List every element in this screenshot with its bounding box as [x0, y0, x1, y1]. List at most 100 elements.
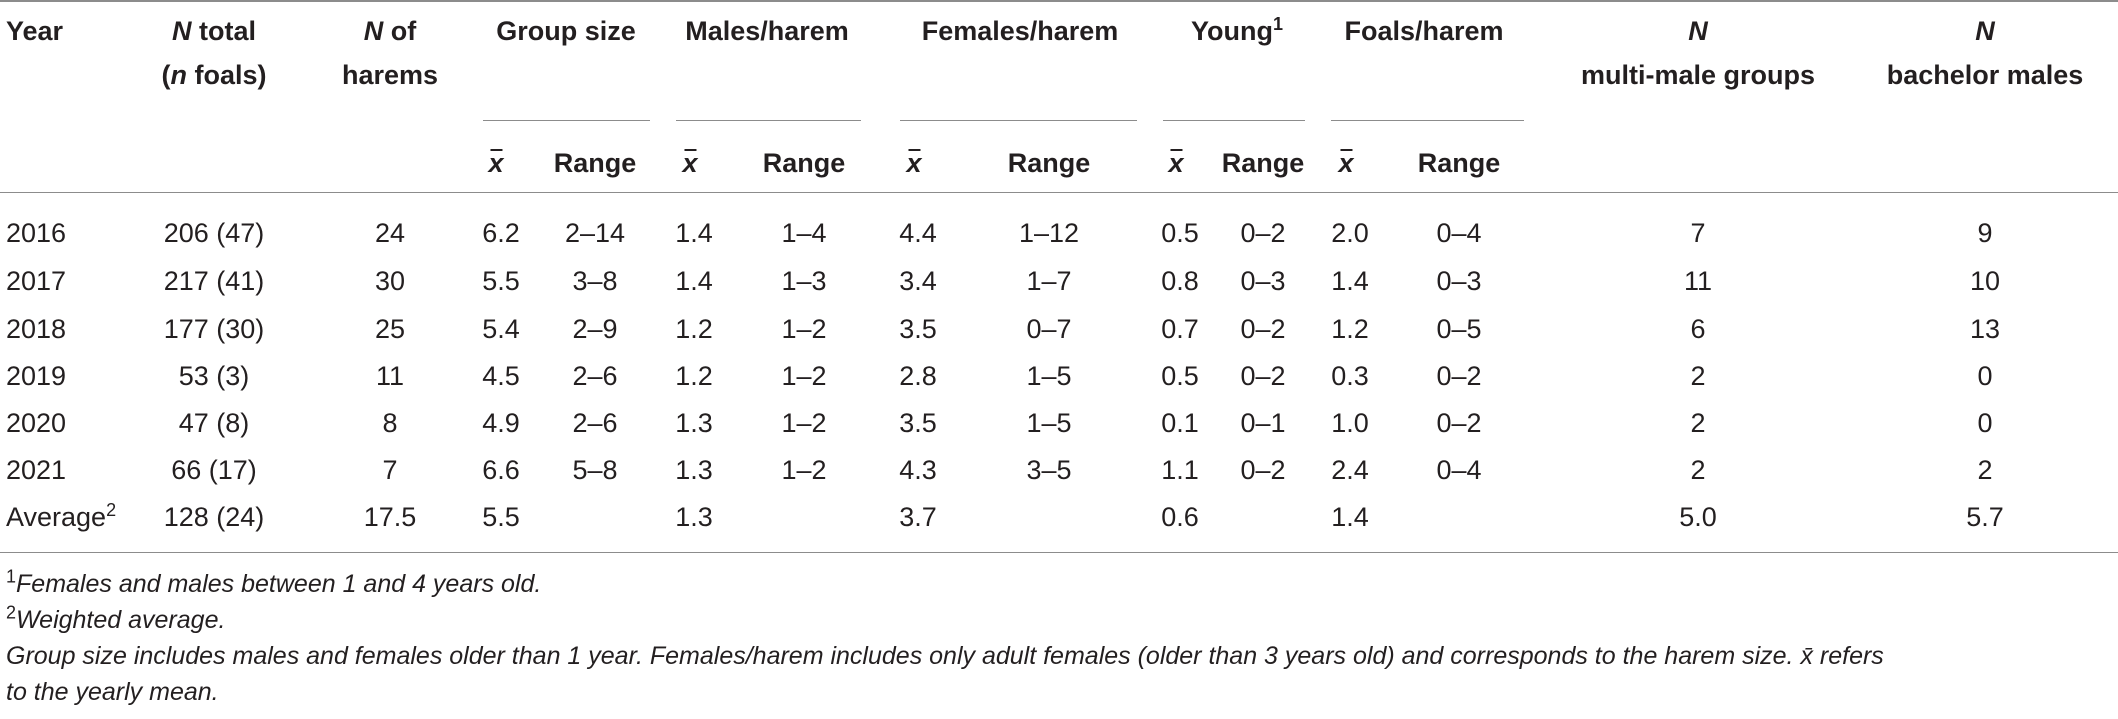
subheader-fh-range: Range — [1007, 148, 1091, 178]
cell-bachelor: 13 — [1969, 314, 2001, 344]
cell-y-mean: 1.1 — [1161, 455, 1199, 485]
cell-multi-male: 2 — [1690, 455, 1706, 485]
cell-gs-mean: 6.2 — [482, 218, 520, 248]
table-note-line-2: to the yearly mean. — [6, 678, 219, 706]
header-foals-harem: Foals/harem — [1344, 16, 1504, 46]
cell-year: 2020 — [6, 408, 67, 438]
cell-mh-range: 1–2 — [781, 408, 827, 438]
header-n-foals: (n foals) — [161, 58, 266, 92]
cell-y-range: 0–2 — [1240, 361, 1286, 391]
cell-fh-mean: 3.7 — [899, 502, 937, 532]
footnote-2-text: Weighted average. — [16, 606, 226, 634]
cell-mh-range: 1–2 — [781, 314, 827, 344]
subheader-mh-mean: x — [682, 146, 697, 180]
cell-mh-range: 1–4 — [781, 218, 827, 248]
mean-symbol: x — [488, 148, 504, 178]
cell-mh-mean: 1.3 — [675, 455, 713, 485]
subheader-foal-range: Range — [1417, 148, 1501, 178]
cell-n-total: 53 (3) — [178, 361, 250, 391]
cell-gs-range: 2–14 — [564, 218, 626, 248]
cell-mh-mean: 1.3 — [675, 502, 713, 532]
cell-foal-range: 0–4 — [1436, 455, 1482, 485]
cell-gs-range: 2–9 — [572, 314, 618, 344]
cell-mh-range: 1–3 — [781, 266, 827, 296]
cell-foal-range: 0–2 — [1436, 408, 1482, 438]
cell-gs-mean: 4.5 — [482, 361, 520, 391]
cell-y-range: 0–1 — [1240, 408, 1286, 438]
subheader-gs-range: Range — [553, 148, 637, 178]
spanner-females-harem — [900, 120, 1137, 121]
cell-fh-range: 1–5 — [1026, 361, 1072, 391]
header-n-of-harems: N of — [364, 14, 417, 48]
cell-gs-mean: 4.9 — [482, 408, 520, 438]
cell-bachelor: 0 — [1977, 408, 1993, 438]
header-multi-male-groups: multi-male groups — [1580, 60, 1816, 90]
cell-n-harems: 7 — [382, 455, 398, 485]
cell-bachelor: 0 — [1977, 361, 1993, 391]
cell-foal-mean: 2.0 — [1331, 218, 1369, 248]
header-bachelor-n-letter: N — [1975, 16, 1995, 46]
cell-foal-mean: 1.4 — [1331, 266, 1369, 296]
mean-symbol: x — [906, 148, 922, 178]
cell-bachelor: 10 — [1969, 266, 2001, 296]
cell-foal-mean: 0.3 — [1331, 361, 1369, 391]
mean-symbol: x — [682, 148, 698, 178]
cell-fh-mean: 3.5 — [899, 314, 937, 344]
cell-gs-mean: 6.6 — [482, 455, 520, 485]
table-top-rule — [0, 0, 2118, 2]
cell-fh-mean: 2.8 — [899, 361, 937, 391]
cell-bachelor: 2 — [1977, 455, 1993, 485]
header-young: Young1 — [1191, 14, 1283, 48]
table-bottom-rule — [0, 552, 2118, 553]
cell-foal-mean: 2.4 — [1331, 455, 1369, 485]
header-n-foals-n: n — [170, 60, 187, 90]
cell-mh-range: 1–2 — [781, 455, 827, 485]
cell-n-harems: 24 — [374, 218, 406, 248]
cell-multi-male: 2 — [1690, 361, 1706, 391]
header-females-harem: Females/harem — [921, 16, 1119, 46]
cell-year: 2017 — [6, 266, 67, 296]
cell-n-harems: 8 — [382, 408, 398, 438]
subheader-gs-mean: x — [488, 146, 503, 180]
header-n-foals-label: foals) — [186, 60, 267, 90]
cell-n-total: 177 (30) — [163, 314, 265, 344]
cell-fh-mean: 4.3 — [899, 455, 937, 485]
subheader-y-range: Range — [1221, 148, 1305, 178]
header-young-footnote: 1 — [1272, 14, 1283, 34]
cell-gs-range: 2–6 — [572, 408, 618, 438]
header-n-harems-of: of — [383, 16, 417, 46]
cell-multi-male: 11 — [1683, 266, 1713, 296]
cell-y-mean: 0.6 — [1161, 502, 1199, 532]
cell-fh-range: 1–5 — [1026, 408, 1072, 438]
cell-multi-male: 6 — [1690, 314, 1706, 344]
subheader-fh-mean: x — [906, 146, 921, 180]
cell-bachelor: 5.7 — [1966, 502, 2004, 532]
header-young-label: Young — [1191, 16, 1273, 46]
mean-symbol: x — [1338, 148, 1354, 178]
cell-n-total: 47 (8) — [178, 408, 250, 438]
cell-y-mean: 0.7 — [1161, 314, 1199, 344]
cell-n-total: 66 (17) — [171, 455, 257, 485]
cell-fh-range: 1–7 — [1026, 266, 1072, 296]
cell-y-range: 0–2 — [1240, 455, 1286, 485]
header-n-total-label: total — [191, 16, 256, 46]
cell-foal-range: 0–5 — [1436, 314, 1482, 344]
cell-n-harems: 11 — [375, 361, 405, 391]
footnote-1-text: Females and males between 1 and 4 years … — [16, 570, 542, 598]
cell-y-mean: 0.5 — [1161, 218, 1199, 248]
cell-n-total: 128 (24) — [163, 502, 265, 532]
cell-mh-mean: 1.2 — [675, 314, 713, 344]
cell-y-range: 0–2 — [1240, 218, 1286, 248]
footnote-1-marker: 1 — [6, 566, 17, 587]
cell-foal-range: 0–4 — [1436, 218, 1482, 248]
cell-mh-mean: 1.3 — [675, 408, 713, 438]
header-multi-male-n-letter: N — [1688, 16, 1708, 46]
header-n-total-n: N — [172, 16, 192, 46]
header-group-size: Group size — [496, 16, 636, 46]
subheader-mh-range: Range — [762, 148, 846, 178]
header-males-harem: Males/harem — [685, 16, 849, 46]
cell-multi-male: 5.0 — [1679, 502, 1717, 532]
cell-fh-mean: 3.4 — [899, 266, 937, 296]
cell-year: 2019 — [6, 361, 67, 391]
cell-gs-mean: 5.4 — [482, 314, 520, 344]
